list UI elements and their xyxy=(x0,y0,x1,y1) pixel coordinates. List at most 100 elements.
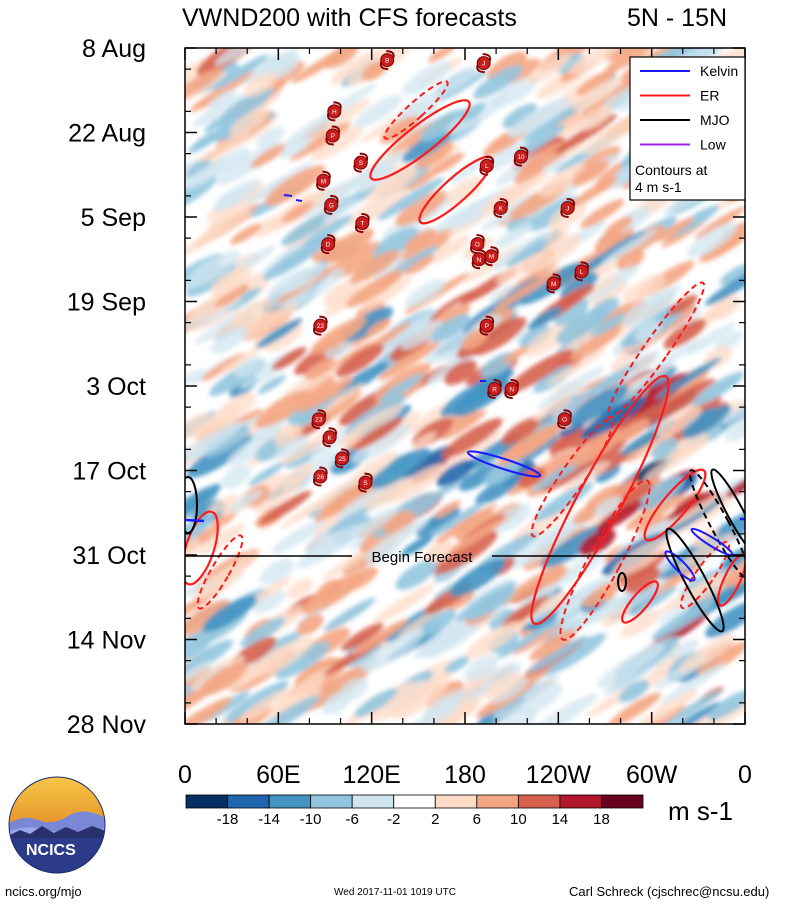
storm-marker: O xyxy=(557,409,572,430)
field-blob xyxy=(580,198,625,229)
field-blob xyxy=(589,297,620,320)
storm-marker: K xyxy=(493,197,509,218)
field-blob xyxy=(211,270,251,298)
field-blob xyxy=(491,678,529,704)
field-blob xyxy=(197,523,246,556)
begin-forecast-label: Begin Forecast xyxy=(372,549,474,566)
storm-marker-label: O xyxy=(475,242,480,249)
y-tick-label: 28 Nov xyxy=(67,711,147,739)
field-blob xyxy=(396,92,441,124)
storm-marker-dot xyxy=(316,173,331,188)
field-blob xyxy=(192,93,245,128)
field-blob xyxy=(505,349,574,394)
field-blob xyxy=(527,306,563,330)
field-blob xyxy=(568,384,629,426)
storm-marker-label: S xyxy=(363,480,368,487)
colorbar-swatch xyxy=(393,794,436,809)
field-blob xyxy=(651,599,715,640)
field-blob xyxy=(253,216,282,238)
field-blob xyxy=(296,614,324,636)
x-axis-labels: 0 60E 120E 180 120W 60W 0 xyxy=(178,761,752,789)
field-blob xyxy=(418,609,457,636)
storm-marker: J xyxy=(476,53,491,74)
field-blob xyxy=(263,680,324,720)
field-blob xyxy=(283,109,342,147)
storm-marker-label: R xyxy=(492,387,497,394)
y-tick-label: 22 Aug xyxy=(68,120,146,148)
field-blob xyxy=(378,317,434,354)
field-blob xyxy=(436,459,475,487)
field-blob xyxy=(571,160,609,186)
field-blob xyxy=(229,108,268,137)
storm-marker-label: P xyxy=(331,133,335,140)
field-blob xyxy=(443,359,477,386)
field-blob xyxy=(432,696,482,724)
logo-text: NCICS xyxy=(26,842,76,859)
field-blob xyxy=(323,228,374,264)
storm-marker-dot xyxy=(560,200,575,215)
storm-marker-dot xyxy=(546,276,561,291)
field-blob xyxy=(651,437,679,459)
storm-marker-dot xyxy=(470,237,485,252)
field-blob xyxy=(434,500,462,519)
field-blob xyxy=(321,544,378,581)
colorbar-label: -6 xyxy=(346,811,359,828)
field-blob xyxy=(185,67,223,100)
x-tick-label: 120W xyxy=(526,761,592,789)
storm-marker: 23 xyxy=(311,409,327,430)
storm-marker-dot xyxy=(514,149,528,164)
storm-marker-dot xyxy=(487,382,502,397)
field-blob xyxy=(337,405,403,448)
field-blob xyxy=(655,357,722,399)
storm-marker: 25 xyxy=(334,448,350,469)
field-blob xyxy=(655,216,695,242)
er-contour xyxy=(621,580,659,624)
footer-url[interactable]: ncics.org/mjo xyxy=(5,884,82,899)
field-blob xyxy=(405,255,435,275)
field-blob xyxy=(707,689,745,721)
field-blob xyxy=(349,249,400,284)
colorbar-label: -10 xyxy=(300,811,322,828)
field-blob xyxy=(380,116,420,144)
field-blob xyxy=(568,48,624,75)
storm-marker-label: T xyxy=(360,221,364,228)
colorbar: -18 -14 -10 -6 -2 2 6 10 14 18 xyxy=(185,794,644,828)
field-blob xyxy=(691,372,744,407)
kelvin-contour xyxy=(466,450,542,478)
storm-marker-label: N xyxy=(477,257,482,264)
field-blob xyxy=(229,489,263,512)
field-blob xyxy=(185,421,242,465)
storm-marker: 22 xyxy=(313,315,328,336)
field-blob xyxy=(634,319,662,343)
y-tick-label: 5 Sep xyxy=(81,204,146,232)
field-blob xyxy=(442,176,484,207)
colorbar-label: -14 xyxy=(258,811,280,828)
field-blob xyxy=(352,417,403,451)
y-tick-label: 19 Sep xyxy=(67,289,146,317)
x-tick-label: 60W xyxy=(626,761,678,789)
field-blob xyxy=(594,495,623,517)
field-blob xyxy=(343,567,378,592)
field-blob xyxy=(221,465,252,489)
field-blob xyxy=(488,283,519,304)
field-blob xyxy=(618,482,654,507)
x-tick-label: 60E xyxy=(256,761,300,789)
storm-marker-label: O xyxy=(562,417,567,424)
footer-author[interactable]: Carl Schreck (cjschrec@ncsu.edu) xyxy=(569,884,770,899)
storm-marker-dot xyxy=(484,249,499,264)
field-blob xyxy=(206,494,237,516)
field-blob xyxy=(397,605,448,637)
storm-marker-dot xyxy=(355,216,370,231)
er-contour-dashed xyxy=(196,534,244,610)
colorbar-label: -18 xyxy=(217,811,239,828)
field-blob xyxy=(291,48,353,84)
field-blob xyxy=(310,316,367,355)
field-blob xyxy=(296,524,365,569)
field-blob xyxy=(354,94,403,128)
field-blob xyxy=(187,132,220,154)
field-blob xyxy=(240,616,286,648)
field-blob xyxy=(372,227,419,260)
legend-label-low: Low xyxy=(700,137,727,153)
field-blob xyxy=(432,152,465,174)
